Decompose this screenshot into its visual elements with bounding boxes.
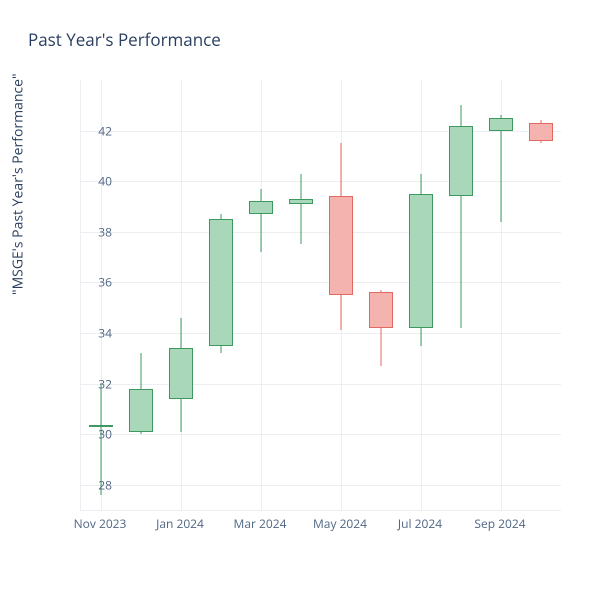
candle[interactable]: [209, 80, 233, 510]
candle-body: [209, 219, 233, 345]
candle[interactable]: [369, 80, 393, 510]
candle-body: [529, 123, 553, 141]
candle[interactable]: [249, 80, 273, 510]
candle[interactable]: [289, 80, 313, 510]
candle-wick: [301, 174, 302, 245]
xtick-label: Mar 2024: [234, 515, 287, 532]
candle[interactable]: [129, 80, 153, 510]
ytick-label: 36: [72, 274, 112, 291]
candle-body: [169, 348, 193, 399]
candle-body: [129, 389, 153, 432]
ytick-label: 32: [72, 375, 112, 392]
ytick-label: 34: [72, 324, 112, 341]
ytick-label: 40: [72, 173, 112, 190]
ytick-label: 38: [72, 223, 112, 240]
chart-title: Past Year's Performance: [28, 28, 221, 51]
candle-body: [369, 292, 393, 327]
candle-body: [329, 196, 353, 295]
candle[interactable]: [169, 80, 193, 510]
xtick-label: Nov 2023: [74, 515, 127, 532]
xtick-label: Jul 2024: [398, 515, 442, 532]
xtick-label: May 2024: [313, 515, 367, 532]
candle[interactable]: [89, 80, 113, 510]
ytick-label: 42: [72, 122, 112, 139]
candle[interactable]: [529, 80, 553, 510]
ytick-label: 28: [72, 476, 112, 493]
candle-body: [449, 126, 473, 197]
candle-body: [489, 118, 513, 131]
xtick-label: Jan 2024: [156, 515, 204, 532]
candle-wick: [261, 189, 262, 252]
candle-body: [289, 199, 313, 204]
ytick-label: 30: [72, 426, 112, 443]
candle-wick: [501, 115, 502, 221]
y-axis-title: "MSGE's Past Year's Performance": [9, 73, 28, 295]
candle[interactable]: [489, 80, 513, 510]
candle[interactable]: [449, 80, 473, 510]
plot-area: [80, 80, 561, 511]
candle[interactable]: [329, 80, 353, 510]
xtick-label: Sep 2024: [474, 515, 525, 532]
candle[interactable]: [409, 80, 433, 510]
candle-body: [409, 194, 433, 328]
candle-body: [249, 201, 273, 214]
